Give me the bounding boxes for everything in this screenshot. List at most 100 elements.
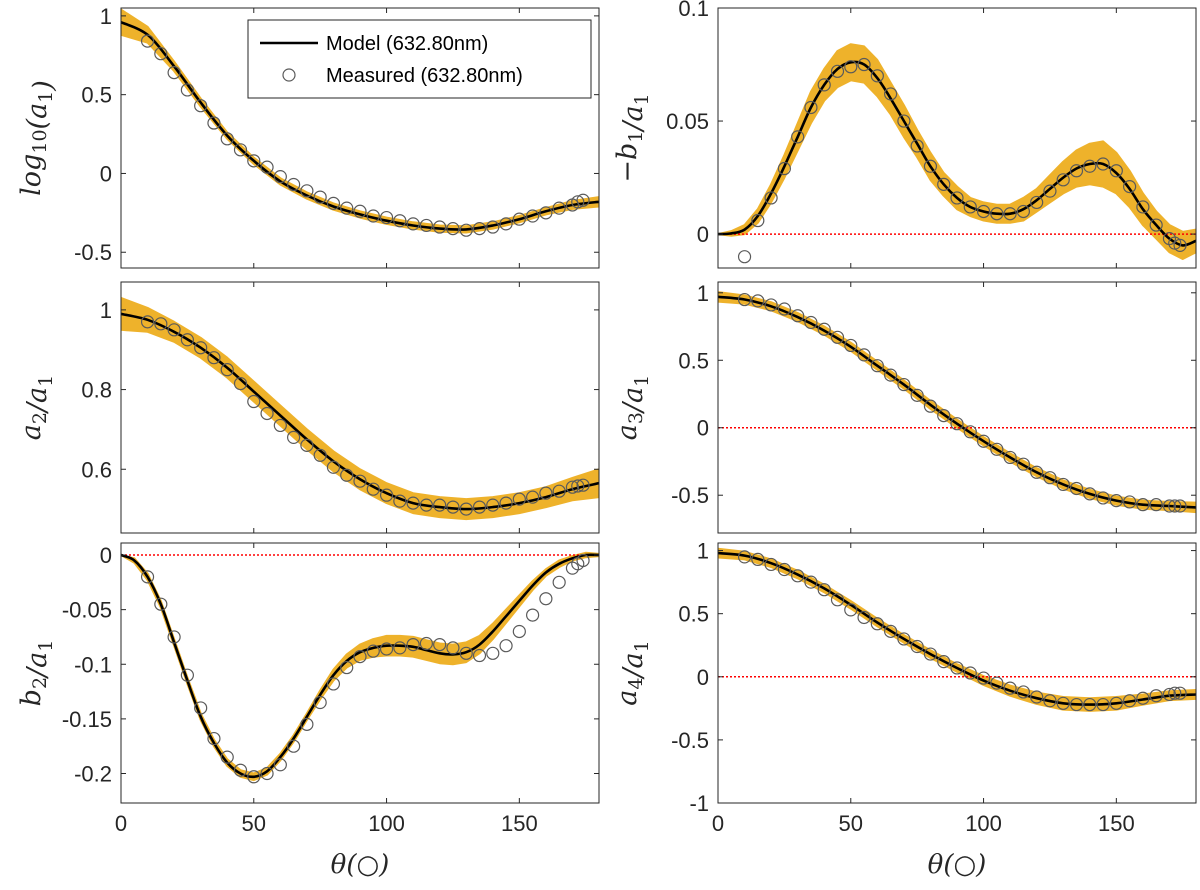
measured-point (830, 330, 845, 344)
measured-point (446, 222, 460, 236)
measured-point (804, 315, 818, 330)
y-axis-label: a3/a1 (612, 375, 653, 441)
measured-point (512, 212, 526, 226)
plot-area (718, 43, 1196, 264)
axes-frame (717, 281, 1197, 534)
measured-point (300, 438, 314, 452)
y-axis-label: −b1/a1 (612, 93, 653, 182)
measured-point (1083, 159, 1097, 173)
measured-point (884, 87, 898, 101)
measured-point (751, 213, 765, 228)
measured-point (910, 388, 924, 402)
measured-point (565, 561, 580, 575)
plot-area (121, 8, 599, 237)
measured-point (990, 676, 1004, 690)
measured-point (300, 184, 314, 198)
y-tick-label: -0.5 (671, 483, 709, 508)
measured-point (910, 639, 924, 654)
measured-point (233, 376, 248, 391)
measured-point (777, 161, 791, 176)
measured-point (1003, 450, 1017, 465)
measured-point (937, 408, 951, 423)
measured-point (791, 130, 805, 144)
measured-point (180, 333, 194, 347)
measured-point (804, 100, 818, 115)
measured-point (1056, 696, 1070, 710)
measured-point (791, 569, 805, 583)
measured-point (576, 553, 590, 568)
y-tick-label: 1 (697, 281, 709, 306)
measured-point (260, 406, 274, 421)
y-tick-label: 0 (697, 222, 709, 247)
measured-point (1173, 686, 1187, 700)
measured-point (764, 191, 778, 205)
measured-point (552, 201, 566, 215)
x-axis-label: θ(○) (928, 850, 987, 880)
measured-point (1136, 691, 1150, 705)
measured-point (817, 322, 831, 336)
measured-point (313, 448, 327, 462)
y-tick-label: -0.1 (74, 652, 112, 677)
measured-point (1083, 487, 1097, 501)
measured-point (194, 99, 208, 113)
measured-point (857, 348, 871, 362)
measured-point (963, 666, 977, 680)
measured-point (870, 617, 884, 631)
y-tick-label: 0.5 (81, 83, 112, 108)
measured-point (1123, 694, 1137, 708)
measured-point (366, 644, 380, 658)
y-tick-label: -1 (689, 791, 709, 816)
x-axis-label: θ(○) (331, 850, 390, 880)
measured-point (1030, 465, 1044, 479)
measured-point (804, 575, 818, 589)
axes-frame (717, 542, 1197, 804)
measured-point (884, 624, 898, 638)
measured-point (1069, 697, 1084, 712)
measured-point (446, 641, 460, 655)
measured-point (499, 496, 513, 510)
measured-point (326, 196, 341, 210)
measured-point (433, 220, 447, 234)
axes-frame (120, 7, 600, 269)
measured-point (870, 69, 884, 83)
y-tick-label: -0.05 (62, 598, 112, 623)
measured-point (844, 338, 858, 353)
y-tick-label: 0.05 (666, 109, 709, 134)
measured-point (326, 460, 341, 474)
plot-area (121, 551, 599, 784)
measured-point (366, 209, 380, 223)
panel-b2-over-a1: 0 50 100 150 -0.2 -0.15 -0.1 -0.05 0 b2/a1 θ(○) (16, 542, 600, 880)
measured-point (180, 668, 194, 682)
measured-point (300, 717, 314, 731)
measured-point (910, 139, 924, 153)
y-tick-label: 0.1 (678, 0, 709, 21)
measured-point (539, 206, 553, 220)
measured-point (433, 498, 447, 512)
measured-point (287, 177, 301, 192)
measured-point (1136, 200, 1150, 214)
measured-point (287, 739, 301, 753)
measured-point (751, 294, 765, 308)
plot-area (718, 547, 1196, 712)
x-tick-label: 100 (368, 811, 405, 836)
panel-a2-over-a1: 0.6 0.8 1 a2/a1 (16, 281, 600, 534)
measured-point (353, 204, 367, 218)
measured-point (140, 315, 155, 329)
measured-point (777, 562, 791, 577)
measured-point (1043, 471, 1057, 485)
measured-point (419, 636, 433, 651)
measured-point (220, 132, 234, 146)
measured-point (897, 377, 911, 392)
measured-point (565, 480, 580, 494)
measured-point (1109, 494, 1123, 508)
y-tick-label: 0.5 (678, 348, 709, 373)
measured-point (220, 750, 234, 764)
measured-point (576, 478, 590, 492)
measured-point (406, 637, 420, 652)
uncertainty-band (121, 551, 599, 782)
measured-point (937, 177, 951, 191)
y-tick-label: 0.5 (678, 602, 709, 627)
measured-point (1016, 204, 1030, 219)
measured-point (552, 484, 566, 498)
measured-point (976, 671, 991, 685)
